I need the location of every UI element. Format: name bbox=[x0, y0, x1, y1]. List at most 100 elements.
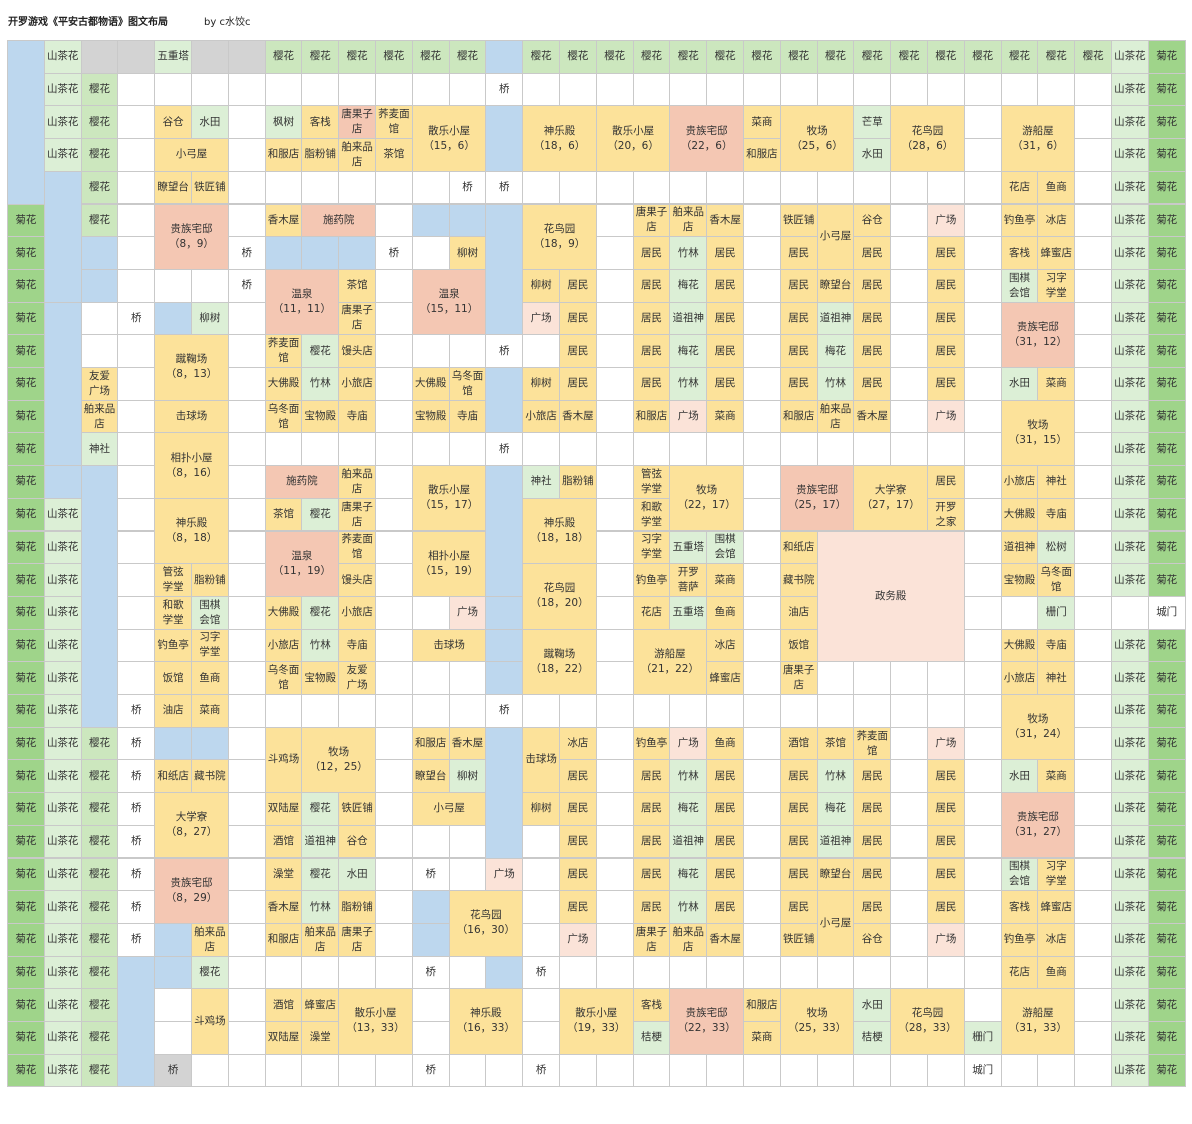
map-cell: 五重塔 bbox=[154, 40, 192, 74]
map-cell: 居民 bbox=[927, 792, 965, 826]
empty-cell bbox=[1074, 661, 1112, 695]
empty-cell bbox=[411, 170, 450, 205]
map-cell: 铁匠铺 bbox=[779, 922, 818, 957]
map-cell: 铁匠铺 bbox=[779, 203, 818, 238]
map-cell: 唐果子 店 bbox=[338, 301, 376, 336]
map-cell: 居民 bbox=[853, 759, 892, 794]
map-cell: 荞麦面 馆 bbox=[853, 726, 892, 761]
empty-cell bbox=[264, 432, 303, 467]
river-cell bbox=[485, 628, 524, 663]
blank-cell bbox=[80, 40, 119, 74]
map-cell: 花店 bbox=[1000, 955, 1039, 990]
map-cell: 栅门 bbox=[963, 1021, 1002, 1055]
map-cell: 樱花 bbox=[1074, 40, 1112, 74]
empty-cell bbox=[1074, 138, 1112, 172]
map-cell: 山茶花 bbox=[43, 726, 82, 761]
map-cell: 居民 bbox=[779, 759, 818, 794]
map-cell: 牧场 （25，33） bbox=[779, 988, 855, 1055]
empty-cell bbox=[80, 334, 119, 368]
empty-cell bbox=[1074, 497, 1112, 532]
map-cell: 居民 bbox=[706, 301, 744, 336]
river-cell bbox=[411, 890, 450, 924]
map-cell: 脂粉铺 bbox=[559, 465, 597, 499]
empty-cell bbox=[375, 301, 413, 336]
empty-cell bbox=[375, 334, 413, 368]
map-cell: 山茶花 bbox=[1111, 988, 1149, 1022]
map-cell: 樱花 bbox=[1037, 40, 1076, 74]
empty-cell bbox=[595, 268, 634, 303]
empty-cell bbox=[301, 694, 340, 728]
map-cell: 菊花 bbox=[7, 726, 45, 761]
map-cell: 城门 bbox=[1147, 595, 1186, 630]
page-title: 开罗游戏《平安古都物语》图文布局 bbox=[8, 17, 168, 28]
map-cell: 居民 bbox=[927, 334, 965, 368]
empty-cell bbox=[485, 1053, 524, 1088]
empty-cell bbox=[963, 268, 1002, 303]
map-cell: 桥 bbox=[522, 955, 560, 990]
map-cell: 山茶花 bbox=[1111, 694, 1149, 728]
empty-cell bbox=[890, 432, 928, 467]
empty-cell bbox=[963, 824, 1002, 859]
empty-cell bbox=[595, 628, 634, 663]
empty-cell bbox=[411, 432, 450, 467]
river-cell bbox=[485, 203, 524, 597]
empty-cell bbox=[154, 268, 192, 303]
map-cell: 居民 bbox=[853, 236, 892, 270]
empty-cell bbox=[154, 1021, 192, 1055]
empty-cell bbox=[743, 399, 781, 434]
map-cell: 山茶花 bbox=[43, 530, 82, 565]
map-cell: 小旅店 bbox=[522, 399, 560, 434]
map-cell: 樱花 bbox=[448, 40, 487, 74]
map-cell: 冰店 bbox=[559, 726, 597, 761]
map-cell: 桥 bbox=[411, 955, 450, 990]
map-cell: 牧场 （31，15） bbox=[1000, 399, 1076, 467]
empty-cell bbox=[375, 203, 413, 238]
empty-cell bbox=[264, 1053, 303, 1088]
map-cell: 菊花 bbox=[1147, 563, 1186, 597]
map-cell: 居民 bbox=[927, 236, 965, 270]
map-cell: 菊花 bbox=[1147, 955, 1186, 990]
map-cell: 樱花 bbox=[559, 40, 597, 74]
map-cell: 竹林 bbox=[816, 367, 855, 401]
empty-cell bbox=[1037, 72, 1076, 107]
map-cell: 桥 bbox=[411, 1053, 450, 1088]
empty-cell bbox=[301, 170, 340, 205]
map-cell: 山茶花 bbox=[1111, 40, 1149, 74]
map-cell: 友爱 广场 bbox=[80, 367, 119, 401]
empty-cell bbox=[411, 236, 450, 270]
empty-cell bbox=[890, 759, 928, 794]
map-cell: 和服店 bbox=[743, 138, 781, 172]
empty-cell bbox=[743, 661, 781, 695]
map-cell: 菜商 bbox=[1037, 759, 1076, 794]
map-cell: 居民 bbox=[779, 268, 818, 303]
map-cell: 居民 bbox=[632, 824, 671, 859]
map-cell: 水田 bbox=[1000, 367, 1039, 401]
map-cell: 客栈 bbox=[301, 105, 340, 140]
map-cell: 山茶花 bbox=[43, 824, 82, 859]
map-cell: 山茶花 bbox=[43, 72, 82, 107]
empty-cell bbox=[963, 857, 1002, 892]
river-cell bbox=[485, 661, 524, 695]
map-cell: 菊花 bbox=[7, 367, 45, 401]
map-cell: 桥 bbox=[485, 432, 524, 467]
map-cell: 鱼商 bbox=[191, 661, 229, 695]
map-cell: 钓鱼亭 bbox=[154, 628, 192, 663]
map-cell: 居民 bbox=[559, 890, 597, 924]
empty-cell bbox=[301, 955, 340, 990]
map-cell: 山茶花 bbox=[1111, 824, 1149, 859]
map-cell: 樱花 bbox=[80, 824, 119, 859]
empty-cell bbox=[1074, 726, 1112, 761]
map-cell: 乌冬面 馆 bbox=[264, 661, 303, 695]
map-cell: 蹴鞠场 （8，13） bbox=[154, 334, 229, 401]
map-cell: 梅花 bbox=[669, 334, 708, 368]
map-cell: 居民 bbox=[559, 759, 597, 794]
empty-cell bbox=[375, 922, 413, 957]
map-cell: 竹林 bbox=[301, 890, 340, 924]
map-cell: 居民 bbox=[706, 236, 744, 270]
map-cell: 宝物殿 bbox=[301, 399, 340, 434]
empty-cell bbox=[853, 170, 892, 205]
map-cell: 菊花 bbox=[1147, 497, 1186, 532]
empty-cell bbox=[117, 399, 156, 434]
map-cell: 山茶花 bbox=[43, 628, 82, 663]
map-cell: 广场 bbox=[522, 301, 560, 336]
